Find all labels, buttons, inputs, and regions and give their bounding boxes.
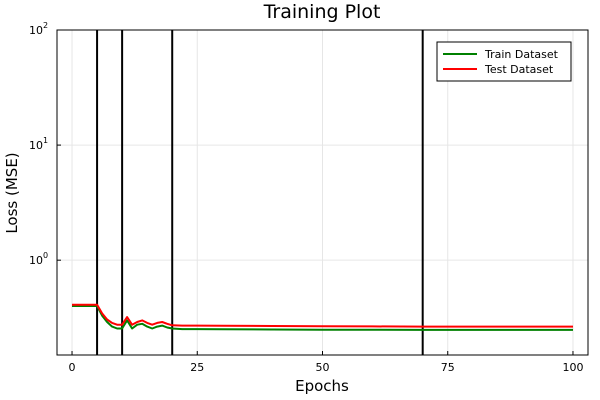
y-axis-label: Loss (MSE) (3, 152, 21, 233)
y-tick-label: 100 (29, 251, 48, 267)
chart-title: Training Plot (263, 1, 381, 23)
vertical-markers (96, 30, 424, 355)
x-tick-label: 50 (316, 361, 330, 374)
legend-label: Test Dataset (484, 63, 554, 76)
x-axis-label: Epochs (295, 377, 349, 395)
x-tick-label: 25 (190, 361, 204, 374)
x-axis-ticks: 0 25 50 75 100 (69, 351, 583, 374)
y-tick-label: 101 (29, 136, 48, 152)
series-line (72, 303, 573, 328)
legend-label: Train Dataset (484, 48, 559, 61)
legend-box (436, 41, 572, 82)
series-line (72, 305, 573, 331)
y-axis-ticks: 100 101 102 (29, 21, 61, 267)
y-tick-label: 102 (29, 21, 48, 37)
legend: Train Dataset Test Dataset (436, 41, 572, 82)
series-group (72, 303, 573, 331)
x-tick-label: 0 (69, 361, 76, 374)
x-tick-label: 100 (562, 361, 583, 374)
x-tick-label: 75 (441, 361, 455, 374)
grid (57, 29, 588, 355)
